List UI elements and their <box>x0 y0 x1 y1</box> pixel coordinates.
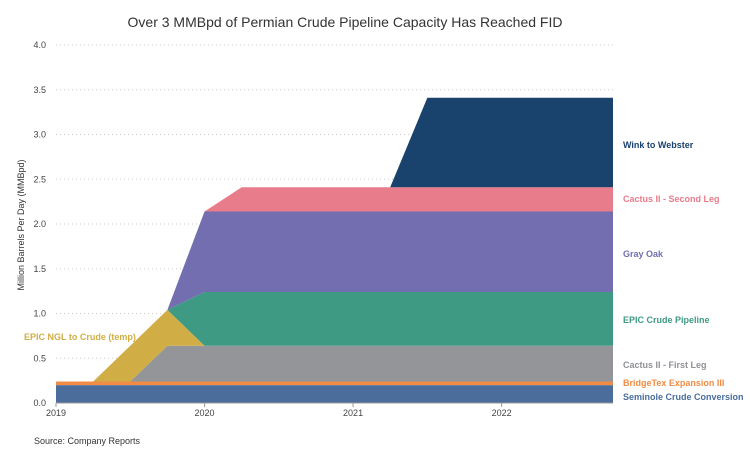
y-tick-label: 0.0 <box>33 398 46 408</box>
y-tick-label: 3.0 <box>33 130 46 140</box>
y-tick-label: 0.5 <box>33 353 46 363</box>
y-tick-label: 2.0 <box>33 219 46 229</box>
x-tick-label: 2020 <box>195 408 215 418</box>
series-label: Cactus II - First Leg <box>623 360 707 370</box>
x-tick-label: 2021 <box>343 408 363 418</box>
area-bridgetex-expansion-iii <box>56 381 613 386</box>
area-cactus-ii-second-leg <box>56 187 613 382</box>
y-tick-label: 2.5 <box>33 174 46 184</box>
area-epic-ngl-to-crude-temp- <box>56 309 613 382</box>
y-tick-label: 3.5 <box>33 85 46 95</box>
area-epic-crude-pipeline <box>56 292 613 382</box>
area-wink-to-webster <box>56 97 613 382</box>
x-tick-label: 2019 <box>46 408 66 418</box>
series-label: Gray Oak <box>623 249 664 259</box>
y-axis-label: Million Barrels Per Day (MMBpd) <box>16 159 26 290</box>
series-label: EPIC NGL to Crude (temp) <box>24 332 136 342</box>
x-tick-label: 2022 <box>492 408 512 418</box>
series-label: Cactus II - Second Leg <box>623 194 720 204</box>
series-label: BridgeTex Expansion III <box>623 378 724 388</box>
y-tick-label: 1.0 <box>33 309 46 319</box>
area-seminole-crude-conversion <box>56 385 613 403</box>
y-tick-label: 4.0 <box>33 40 46 50</box>
series-label: Seminole Crude Conversion <box>623 392 744 402</box>
chart-title: Over 3 MMBpd of Permian Crude Pipeline C… <box>128 14 563 30</box>
source-note: Source: Company Reports <box>34 436 141 446</box>
area-gray-oak <box>56 211 613 382</box>
area-cactus-ii-first-leg <box>56 345 613 382</box>
series-label: EPIC Crude Pipeline <box>623 315 710 325</box>
series-label: Wink to Webster <box>623 140 694 150</box>
y-tick-label: 1.5 <box>33 264 46 274</box>
